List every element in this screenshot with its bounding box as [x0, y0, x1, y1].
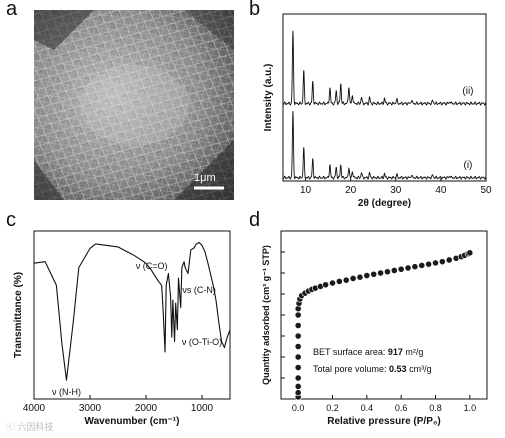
- data-point: [384, 268, 391, 276]
- stat-annotation: BET surface area: 917 m²/g: [313, 347, 423, 357]
- data-point: [294, 374, 302, 382]
- x-tick-label: 0.6: [395, 403, 408, 413]
- xrd-series-line: [282, 111, 487, 180]
- data-point: [294, 343, 302, 350]
- data-point: [404, 264, 412, 272]
- plot-frame: [33, 230, 231, 400]
- data-point: [432, 259, 439, 267]
- panel-a: a 1μm: [0, 0, 240, 205]
- panel-b: b 10 20 30 40 50 2θ (degree) Intensity (a.u.) (…: [245, 0, 505, 215]
- x-tick-label: 20: [345, 185, 357, 196]
- data-point: [390, 267, 398, 274]
- panel-label-d: d: [249, 209, 261, 231]
- scale-bar-label: 1μm: [194, 172, 216, 184]
- data-point: [335, 278, 343, 285]
- data-point: [294, 353, 302, 361]
- data-point: [377, 269, 384, 277]
- stat-unit: cm³/g: [407, 364, 432, 374]
- xrd-chart: 10 20 30 40 50 2θ (degree) Intensity (a.u.) (ii…: [263, 13, 492, 209]
- x-tick-label: 50: [480, 185, 492, 196]
- stat-unit: m²/g: [403, 347, 424, 357]
- x-axis-title: Relative pressure (P/P₀): [327, 416, 440, 427]
- x-axis-title: Wavenumber (cm⁻¹): [85, 416, 180, 427]
- x-tick-label: 4000: [23, 403, 46, 414]
- plot-frame: [282, 13, 487, 182]
- data-point: [438, 258, 446, 266]
- sem-image: [34, 10, 234, 200]
- x-tick-label: 40: [435, 185, 447, 196]
- x-tick-label: 0.0: [292, 403, 305, 413]
- x-tick-label: 0.4: [361, 403, 374, 413]
- xrd-series-line: [282, 30, 487, 106]
- data-point: [363, 272, 371, 279]
- data-point: [342, 276, 350, 284]
- series-label: (i): [464, 160, 473, 171]
- peak-annotation: ν (C=O): [136, 261, 168, 271]
- data-point: [294, 364, 302, 371]
- data-point: [425, 260, 433, 268]
- panel-d: d 0.0 0.2 0.4 0.6 0.8 1.0 Relative pressure (P…: [245, 209, 505, 438]
- peak-annotation: νs (C-N): [182, 285, 216, 295]
- x-tick-label: 3000: [79, 403, 102, 414]
- data-point: [445, 256, 453, 264]
- stat-value: 917: [388, 347, 403, 357]
- data-point: [294, 332, 302, 340]
- data-point: [294, 389, 302, 397]
- ftir-spectrum-line: [33, 241, 231, 381]
- stat-value: 0.53: [389, 364, 407, 374]
- watermark: ⓒ 六因科技: [6, 422, 54, 432]
- panel-label-a: a: [6, 0, 18, 20]
- data-point: [411, 263, 419, 271]
- x-tick-label: 1.0: [464, 403, 477, 413]
- data-point: [294, 322, 302, 329]
- panel-c: c 4000 3000 2000 1000 Wavenumber (cm⁻¹) Trans…: [0, 209, 245, 438]
- x-axis-title: 2θ (degree): [358, 198, 411, 209]
- x-tick-label: 0.2: [326, 403, 339, 413]
- data-point: [466, 249, 474, 257]
- isotherm-chart: 0.0 0.2 0.4 0.6 0.8 1.0 Relative pressure (P/P…: [261, 230, 488, 427]
- y-axis-title: Intensity (a.u.): [263, 64, 274, 132]
- y-axis-title: Quantity adsorbed (cm³ g⁻¹ STP): [261, 245, 271, 385]
- x-tick-label: 1000: [191, 403, 214, 414]
- data-point: [349, 275, 357, 282]
- data-point: [397, 265, 405, 273]
- x-tick-label: 10: [300, 185, 312, 196]
- stat-annotation: Total pore volume: 0.53 cm³/g: [313, 364, 432, 374]
- data-point: [356, 273, 364, 281]
- x-tick-label: 0.8: [429, 403, 442, 413]
- x-tick-label: 30: [390, 185, 402, 196]
- data-point: [294, 311, 302, 319]
- peak-annotation: ν (O-Ti-O): [182, 337, 222, 347]
- peak-annotation: ν (N-H): [52, 387, 81, 397]
- data-point: [370, 270, 378, 278]
- data-point: [322, 281, 330, 289]
- panel-label-c: c: [6, 209, 16, 231]
- panel-label-b: b: [249, 0, 261, 20]
- data-point: [329, 279, 336, 287]
- stat-prefix: Total pore volume:: [313, 364, 389, 374]
- stat-prefix: BET surface area:: [313, 347, 388, 357]
- series-label: (ii): [462, 86, 473, 97]
- ftir-chart: 4000 3000 2000 1000 Wavenumber (cm⁻¹) Transmi…: [13, 230, 231, 427]
- data-point: [294, 382, 302, 390]
- y-axis-title: Transmittance (%): [13, 272, 24, 358]
- x-tick-label: 2000: [135, 403, 158, 414]
- data-point: [418, 262, 426, 269]
